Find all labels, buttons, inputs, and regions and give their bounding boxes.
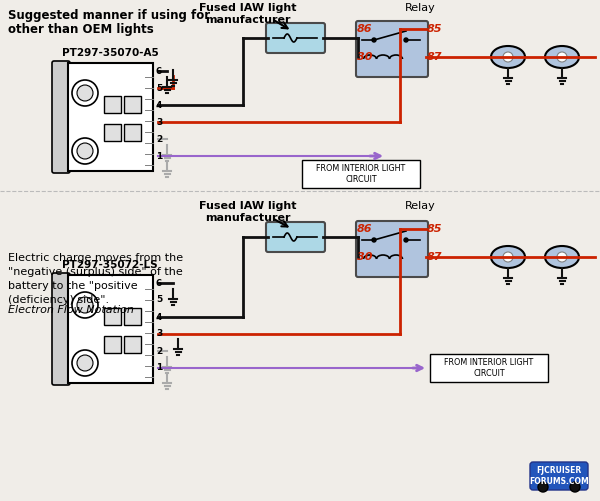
Text: (deficiency) side".: (deficiency) side". <box>8 295 109 305</box>
Circle shape <box>77 143 93 159</box>
Text: PT297-35072-LS: PT297-35072-LS <box>62 260 158 270</box>
Circle shape <box>404 238 408 242</box>
Text: 3: 3 <box>156 118 162 126</box>
Text: 87: 87 <box>427 52 443 62</box>
Text: Fused IAW light
manufacturer: Fused IAW light manufacturer <box>199 201 297 222</box>
Text: 5: 5 <box>156 84 162 93</box>
Text: 85: 85 <box>427 224 443 234</box>
Circle shape <box>77 297 93 313</box>
Circle shape <box>557 252 567 262</box>
Text: 5: 5 <box>156 296 162 305</box>
Text: Electron Flow Notation: Electron Flow Notation <box>8 305 134 315</box>
Circle shape <box>557 52 567 62</box>
Text: FROM INTERIOR LIGHT
CIRCUIT: FROM INTERIOR LIGHT CIRCUIT <box>445 358 533 378</box>
Ellipse shape <box>491 46 525 68</box>
Text: 85: 85 <box>427 24 443 34</box>
Text: 6: 6 <box>156 279 162 288</box>
Bar <box>104 308 121 325</box>
Text: Suggested manner if using for: Suggested manner if using for <box>8 9 210 22</box>
Text: 30: 30 <box>357 252 373 262</box>
Bar <box>68 275 153 383</box>
Circle shape <box>77 355 93 371</box>
Ellipse shape <box>545 246 579 268</box>
Ellipse shape <box>545 46 579 68</box>
Text: 86: 86 <box>357 224 373 234</box>
Circle shape <box>503 252 513 262</box>
Bar <box>104 96 121 113</box>
Ellipse shape <box>491 246 525 268</box>
Circle shape <box>404 38 408 42</box>
FancyBboxPatch shape <box>356 21 428 77</box>
Text: 2: 2 <box>156 347 162 356</box>
Bar <box>124 308 141 325</box>
Text: Electric charge moves from the: Electric charge moves from the <box>8 253 183 263</box>
Text: 1: 1 <box>156 364 162 373</box>
Text: Fused IAW light
manufacturer: Fused IAW light manufacturer <box>199 3 297 25</box>
Text: 4: 4 <box>156 101 163 110</box>
Text: other than OEM lights: other than OEM lights <box>8 23 154 36</box>
Text: Relay: Relay <box>404 3 436 13</box>
FancyBboxPatch shape <box>52 61 70 173</box>
Text: FJCRUISER
FORUMS.COM: FJCRUISER FORUMS.COM <box>529 466 589 485</box>
Circle shape <box>77 85 93 101</box>
Bar <box>124 336 141 353</box>
Circle shape <box>72 138 98 164</box>
Text: 87: 87 <box>427 252 443 262</box>
Bar <box>302 160 420 188</box>
Text: FROM INTERIOR LIGHT
CIRCUIT: FROM INTERIOR LIGHT CIRCUIT <box>316 164 406 184</box>
Text: 4: 4 <box>156 313 163 322</box>
Bar <box>430 354 548 382</box>
Circle shape <box>372 238 376 242</box>
Text: 1: 1 <box>156 151 162 160</box>
FancyBboxPatch shape <box>530 462 588 490</box>
Bar <box>124 124 141 141</box>
FancyBboxPatch shape <box>52 273 70 385</box>
FancyBboxPatch shape <box>266 222 325 252</box>
Bar <box>104 336 121 353</box>
Text: PT297-35070-A5: PT297-35070-A5 <box>62 48 158 58</box>
FancyBboxPatch shape <box>356 221 428 277</box>
Circle shape <box>72 80 98 106</box>
Circle shape <box>372 38 376 42</box>
Text: 6: 6 <box>156 67 162 76</box>
Text: "negative (surplus) side" of the: "negative (surplus) side" of the <box>8 267 183 277</box>
Text: battery to the "positive: battery to the "positive <box>8 281 137 291</box>
Circle shape <box>538 482 548 492</box>
Text: 2: 2 <box>156 134 162 143</box>
Text: 3: 3 <box>156 330 162 339</box>
Text: 30: 30 <box>357 52 373 62</box>
Text: 86: 86 <box>357 24 373 34</box>
Circle shape <box>503 52 513 62</box>
Text: Relay: Relay <box>404 201 436 211</box>
Bar <box>124 96 141 113</box>
FancyBboxPatch shape <box>266 23 325 53</box>
Circle shape <box>72 292 98 318</box>
Circle shape <box>570 482 580 492</box>
Bar <box>104 124 121 141</box>
Circle shape <box>72 350 98 376</box>
Bar <box>68 63 153 171</box>
